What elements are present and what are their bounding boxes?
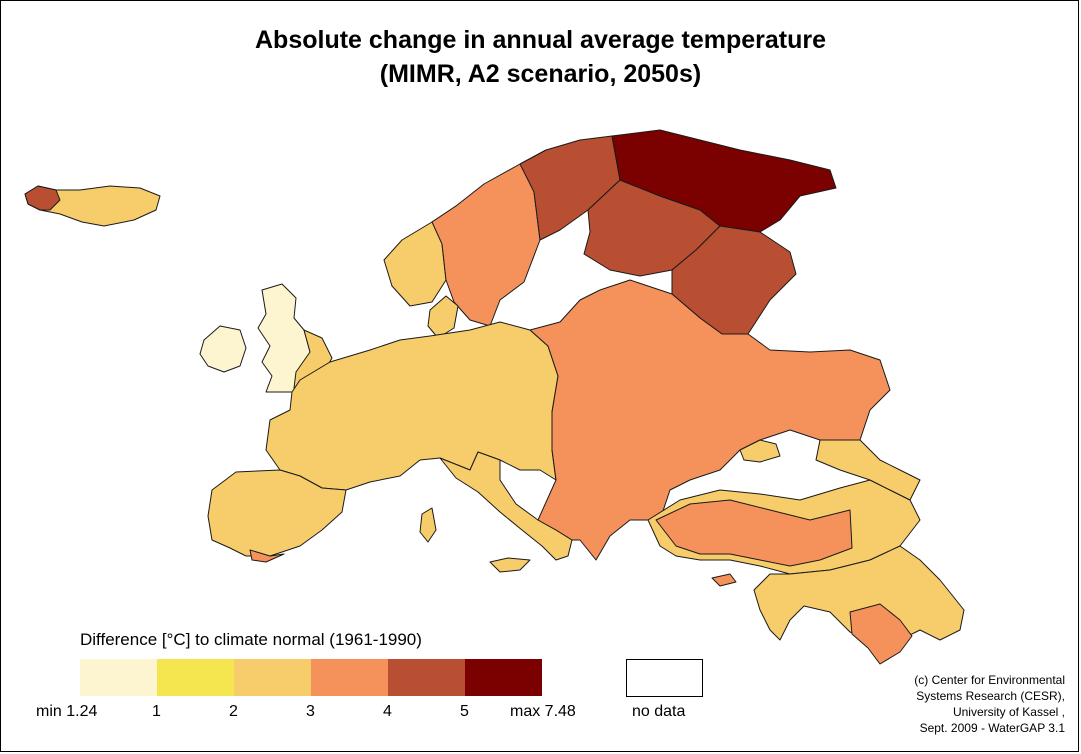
region-caucasus (815, 439, 921, 501)
map-title: Absolute change in annual average temper… (255, 26, 826, 54)
legend-swatch-5 (388, 659, 465, 696)
legend-swatch-6 (465, 659, 542, 696)
credit-line-3: University of Kassel , (952, 705, 1065, 719)
legend-title: Difference [°C] to climate normal (1961-… (80, 630, 422, 649)
map-subtitle: (MIMR, A2 scenario, 2050s) (379, 60, 702, 88)
region-sicily (489, 557, 531, 573)
region-cyprus (711, 573, 737, 587)
legend-swatch-3 (234, 659, 311, 696)
legend-label-max: max 7.48 (510, 703, 576, 720)
region-iberia (207, 469, 347, 557)
legend-swatch-2 (157, 659, 234, 696)
legend-swatch-4 (311, 659, 388, 696)
region-denmark (427, 295, 459, 339)
region-southern-middle-east (849, 603, 913, 665)
legend-label-3: 3 (306, 703, 315, 720)
legend-no-data-swatch (626, 659, 703, 697)
legend-label-1: 1 (152, 703, 161, 720)
legend-no-data-label: no data (632, 703, 686, 720)
legend-label-2: 2 (229, 703, 238, 720)
region-arctic-north (611, 129, 837, 233)
region-scandinavia-center (431, 149, 547, 327)
credit-line-1: (c) Center for Environmental (914, 673, 1065, 687)
region-crimea (739, 439, 781, 463)
legend-swatch-1 (80, 659, 157, 696)
legend-label-5: 5 (460, 703, 469, 720)
region-ireland (199, 325, 247, 373)
legend-label-4: 4 (383, 703, 392, 720)
copyright-credit: (c) Center for Environmental Systems Res… (914, 672, 1065, 736)
region-iceland-northwest (24, 185, 61, 211)
legend-label-min: min 1.24 (36, 703, 98, 720)
region-turkey-interior (655, 499, 853, 567)
region-iberia-southwest-coast (249, 549, 285, 563)
credit-line-4: Sept. 2009 - WaterGAP 3.1 (919, 721, 1065, 735)
credit-line-2: Systems Research (CESR), (916, 689, 1065, 703)
region-sardinia (419, 507, 437, 543)
